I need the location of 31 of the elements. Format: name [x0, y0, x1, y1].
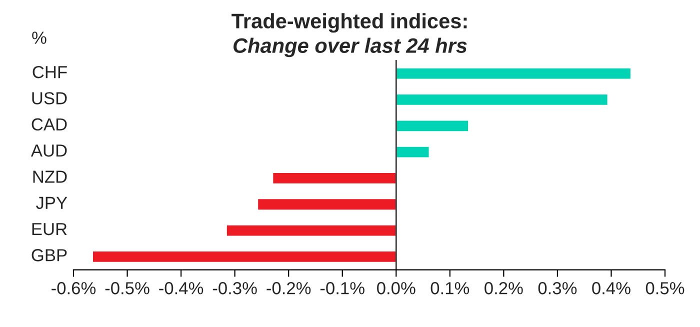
x-tick-label: -0.6% — [52, 282, 96, 294]
y-tick-label: AUD — [30, 144, 67, 157]
x-tick-label: -0.4% — [159, 282, 204, 294]
bar — [395, 145, 430, 159]
y-tick-label: CHF — [32, 66, 67, 78]
chart-title: Trade-weighted indices: — [232, 13, 467, 33]
x-tick-label: 0.3% — [538, 282, 577, 294]
y-axis-title: % — [32, 32, 46, 44]
bar — [92, 250, 397, 264]
y-tick-label: GBP — [32, 249, 67, 262]
y-tick-label: CAD — [32, 118, 67, 131]
y-tick-label: USD — [32, 92, 67, 104]
bar — [226, 224, 397, 238]
bar — [395, 93, 609, 106]
x-tick-label: 0.0% — [377, 282, 416, 294]
bar — [395, 66, 632, 80]
y-tick-label: NZD — [33, 170, 67, 183]
bar — [272, 172, 397, 185]
x-tick-label: 0.4% — [592, 282, 630, 294]
x-tick-label: -0.1% — [320, 282, 364, 294]
x-tick-label: -0.3% — [212, 282, 257, 294]
bar — [256, 198, 397, 211]
x-tick-label: 0.5% — [646, 282, 684, 294]
x-tick-label: 0.2% — [484, 282, 523, 294]
chart-subtitle: Change over last 24 hrs — [234, 38, 467, 58]
bar — [395, 119, 470, 132]
x-tick-label: 0.1% — [430, 282, 470, 294]
x-tick-label: -0.2% — [266, 282, 311, 294]
y-tick-label: EUR — [32, 223, 67, 236]
y-tick-label: JPY — [36, 196, 68, 210]
x-tick-label: -0.5% — [105, 282, 150, 294]
